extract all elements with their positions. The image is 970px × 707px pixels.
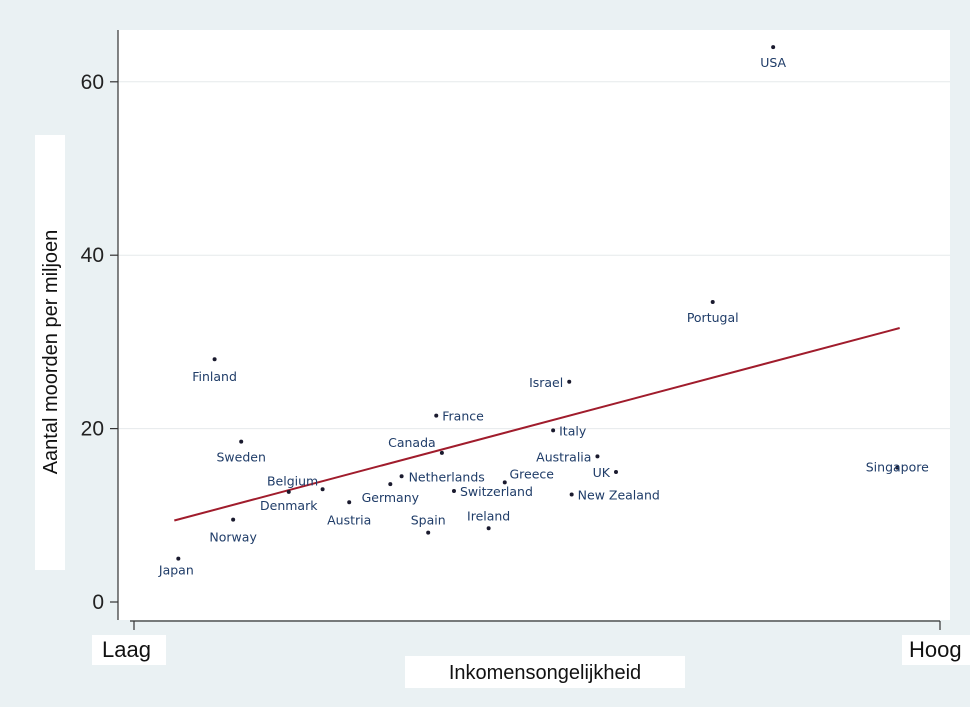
- point-finland: [212, 357, 217, 362]
- point-denmark: [286, 489, 291, 494]
- y-tick-label-20: 20: [81, 418, 104, 441]
- y-ticks: 0 20 40 60: [81, 71, 118, 614]
- point-label-portugal: Portugal: [687, 310, 739, 325]
- point-spain: [426, 530, 431, 535]
- point-label-greece: Greece: [510, 466, 555, 481]
- point-label-usa: USA: [760, 55, 786, 70]
- data-points: Japan Finland Norway Sweden Denmark Belgium Au…: [158, 45, 929, 578]
- point-label-israel: Israel: [529, 375, 563, 390]
- point-label-denmark: Denmark: [260, 498, 318, 513]
- point-label-singapore: Singapore: [866, 460, 929, 475]
- point-japan: [176, 556, 181, 561]
- point-portugal: [710, 300, 715, 305]
- point-label-belgium: Belgium: [267, 473, 318, 488]
- point-label-new-zealand: New Zealand: [578, 487, 660, 502]
- x-high-box: [902, 635, 970, 665]
- point-label-netherlands: Netherlands: [409, 469, 485, 484]
- x-low-box: [92, 635, 166, 665]
- y-tick-label-0: 0: [92, 591, 104, 614]
- point-singapore: [895, 465, 900, 470]
- x-low-label: Laag: [102, 637, 151, 662]
- point-label-france: France: [442, 409, 484, 424]
- point-label-uk: UK: [593, 465, 611, 480]
- point-label-switzerland: Switzerland: [460, 484, 533, 499]
- point-label-australia: Australia: [536, 449, 591, 464]
- point-israel: [567, 379, 572, 384]
- point-switzerland: [451, 489, 456, 494]
- point-new-zealand: [569, 492, 574, 497]
- point-belgium: [320, 487, 325, 492]
- trend-line: [174, 327, 900, 522]
- point-netherlands: [399, 474, 404, 479]
- point-label-germany: Germany: [362, 490, 420, 505]
- point-label-canada: Canada: [388, 435, 436, 450]
- point-label-sweden: Sweden: [216, 450, 265, 465]
- point-usa: [771, 45, 776, 50]
- point-france: [434, 413, 439, 418]
- x-high-label: Hoog: [909, 637, 962, 662]
- point-norway: [231, 517, 236, 522]
- point-label-norway: Norway: [209, 530, 257, 545]
- point-label-italy: Italy: [559, 423, 587, 438]
- point-italy: [551, 428, 556, 433]
- point-label-japan: Japan: [158, 563, 194, 578]
- point-uk: [613, 469, 618, 474]
- x-axis-title-box: [405, 656, 685, 688]
- point-label-spain: Spain: [411, 513, 446, 528]
- point-austria: [347, 500, 352, 505]
- point-greece: [502, 480, 507, 485]
- y-axis-title-box: [35, 135, 65, 570]
- gridlines: [118, 81, 950, 430]
- y-tick-label-60: 60: [81, 71, 104, 94]
- point-canada: [439, 450, 444, 455]
- x-axis-title: Inkomensongelijkheid: [449, 662, 641, 684]
- axes: [117, 30, 941, 630]
- point-label-ireland: Ireland: [467, 508, 510, 523]
- y-tick-label-40: 40: [81, 244, 104, 267]
- point-label-austria: Austria: [327, 512, 371, 527]
- point-label-finland: Finland: [192, 369, 237, 384]
- plot-area: [118, 30, 950, 620]
- point-sweden: [239, 439, 244, 444]
- point-germany: [388, 482, 393, 487]
- point-ireland: [486, 526, 491, 531]
- y-axis-title: Aantal moorden per miljoen: [40, 230, 62, 475]
- point-australia: [595, 454, 600, 459]
